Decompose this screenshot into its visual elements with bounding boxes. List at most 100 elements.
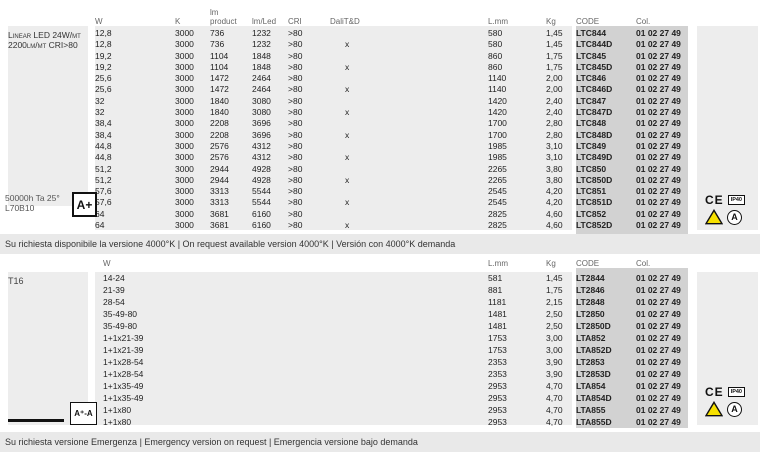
cell-code: LTA854D xyxy=(576,393,612,403)
table-row: 21-39 881 1,75 LT2846 01 02 27 49 xyxy=(95,284,688,296)
cell-cri: >80 xyxy=(288,140,303,151)
cell-col: 01 02 27 49 xyxy=(636,393,681,403)
cell-cri: >80 xyxy=(288,186,303,197)
cell-lm-led: 5544 xyxy=(252,186,271,197)
table-row: 57,6 3000 3313 5544 >80 2545 4,20 LTC851 01 02 2… xyxy=(95,186,688,197)
cell-code: LTA852D xyxy=(576,345,612,355)
cell-kg: 4,60 xyxy=(546,220,563,231)
cell-lm-led: 4312 xyxy=(252,152,271,163)
cell-dali: x xyxy=(345,152,350,163)
cell-spacer xyxy=(390,73,488,84)
cell-w: 12,8 xyxy=(95,28,112,38)
table-row: 38,4 3000 2208 3696 >80 1700 2,80 LTC848 01 02 2… xyxy=(95,118,688,129)
cell-k: 3000 xyxy=(175,73,194,84)
table-row: 19,2 3000 1104 1848 >80 860 1,75 LTC845 01 02 27… xyxy=(95,51,688,62)
cell-code: LTC844D xyxy=(576,39,613,50)
cell-col: 01 02 27 49 xyxy=(636,73,681,84)
cell-kg: 1,45 xyxy=(546,28,563,38)
cell-w: 35-49-80 xyxy=(103,309,138,319)
cell-code: LTC846D xyxy=(576,84,613,95)
table-row: 38,4 3000 2208 3696 >80 x 1700 2,80 LTC848D 01 02… xyxy=(95,130,688,141)
col-header-cri: CRI xyxy=(288,17,302,26)
cell-dali xyxy=(330,209,390,220)
cell-dali xyxy=(330,141,390,152)
product-title-line1: Linear LED 24W/mt xyxy=(8,30,81,40)
cell-lm-product: 2576 xyxy=(210,152,229,163)
cell-spacer xyxy=(390,39,488,50)
col-header-w: W xyxy=(95,17,103,26)
cell-cri: >80 xyxy=(288,118,303,129)
cell-kg: 3,80 xyxy=(546,174,563,185)
cell-lmm: 2953 xyxy=(488,405,507,415)
cell-dali xyxy=(330,186,390,197)
cell-lmm: 2953 xyxy=(488,381,507,391)
cell-col: 01 02 27 49 xyxy=(636,345,681,355)
cell-kg: 2,80 xyxy=(546,118,563,129)
cell-lm-led: 3080 xyxy=(252,95,271,106)
cell-code: LTC850 xyxy=(576,163,607,174)
cell-lmm: 860 xyxy=(488,61,503,72)
table-row: 57,6 3000 3313 5544 >80 x 2545 4,20 LTC851D 01 02… xyxy=(95,197,688,208)
cell-w: 51,2 xyxy=(95,174,112,185)
table-row: 19,2 3000 1104 1848 >80 x 860 1,75 LTC845D 01 02 … xyxy=(95,62,688,73)
cell-lm-product: 2576 xyxy=(210,140,229,151)
cell-dali: x xyxy=(345,197,350,208)
cell-col: 01 02 27 49 xyxy=(636,273,681,283)
table-row: 1+1x35-49 2953 4,70 LTA854 01 02 27 49 xyxy=(95,380,688,392)
warning-triangle-icon xyxy=(705,401,723,417)
cell-lmm: 2353 xyxy=(488,369,507,379)
cell-lm-product: 736 xyxy=(210,28,225,38)
cell-dali xyxy=(330,51,390,62)
cell-lm-led: 2464 xyxy=(252,73,271,84)
cell-kg: 2,50 xyxy=(546,321,563,331)
table-row: 1+1x80 2953 4,70 LTA855D 01 02 27 49 xyxy=(95,416,688,428)
cell-kg: 3,10 xyxy=(546,140,563,151)
col-header-lmm: L.mm xyxy=(488,17,508,26)
col-header-code: CODE xyxy=(576,17,600,26)
cell-w: 25,6 xyxy=(95,73,112,84)
cell-dali: x xyxy=(345,129,350,140)
col-header-kg: Kg xyxy=(546,259,556,268)
cell-code: LT2850D xyxy=(576,321,611,331)
cell-w: 28-54 xyxy=(103,297,125,307)
table1-rows: 12,8 3000 736 1232 >80 580 1,45 LTC844 01 02 27 … xyxy=(95,28,688,231)
cell-col: 01 02 27 49 xyxy=(636,174,681,185)
table-row: 12,8 3000 736 1232 >80 580 1,45 LTC844 01 02 27 … xyxy=(95,28,688,39)
cell-dali: x xyxy=(345,61,350,72)
cell-k: 3000 xyxy=(175,50,194,61)
cell-lmm: 1481 xyxy=(488,309,507,319)
cell-lm-led: 4928 xyxy=(252,163,271,174)
table-row: 51,2 3000 2944 4928 >80 2265 3,80 LTC850 01 02 2… xyxy=(95,164,688,175)
cell-kg: 3,00 xyxy=(546,333,563,343)
cell-code: LTC851D xyxy=(576,197,613,208)
cell-lmm: 1481 xyxy=(488,321,507,331)
cell-code: LTA855D xyxy=(576,417,612,427)
table2-rows-panel xyxy=(95,272,572,425)
cell-lm-led: 5544 xyxy=(252,197,271,208)
cell-col: 01 02 27 49 xyxy=(636,381,681,391)
energy-class-range-badge: A⁺-A xyxy=(70,402,97,425)
table-row: 1+1x21-39 1753 3,00 LTA852 01 02 27 49 xyxy=(95,332,688,344)
cell-kg: 1,75 xyxy=(546,50,563,61)
warning-triangle-icon xyxy=(705,209,723,225)
cell-lmm: 1181 xyxy=(488,297,507,307)
cell-k: 3000 xyxy=(175,174,194,185)
table-row: 1+1x21-39 1753 3,00 LTA852D 01 02 27 49 xyxy=(95,344,688,356)
cell-col: 01 02 27 49 xyxy=(636,405,681,415)
col-header-col: Col. xyxy=(636,17,651,26)
cell-k: 3000 xyxy=(175,118,194,129)
cell-k: 3000 xyxy=(175,61,194,72)
cell-spacer xyxy=(390,28,488,39)
table2-code-band xyxy=(576,268,688,428)
cell-spacer xyxy=(390,220,488,231)
cell-lm-led: 6160 xyxy=(252,208,271,219)
cell-lm-led: 1232 xyxy=(252,28,271,38)
col-header-lm-led: lm/Led xyxy=(252,17,277,26)
product-profile-line xyxy=(8,419,64,422)
cell-lm-led: 2464 xyxy=(252,84,271,95)
cell-k: 3000 xyxy=(175,197,194,208)
cell-code: LT2853D xyxy=(576,369,611,379)
cell-w: 25,6 xyxy=(95,84,112,95)
cell-lm-led: 1848 xyxy=(252,50,271,61)
table2-header-row: W L.mm Kg CODE Col. xyxy=(95,250,688,268)
